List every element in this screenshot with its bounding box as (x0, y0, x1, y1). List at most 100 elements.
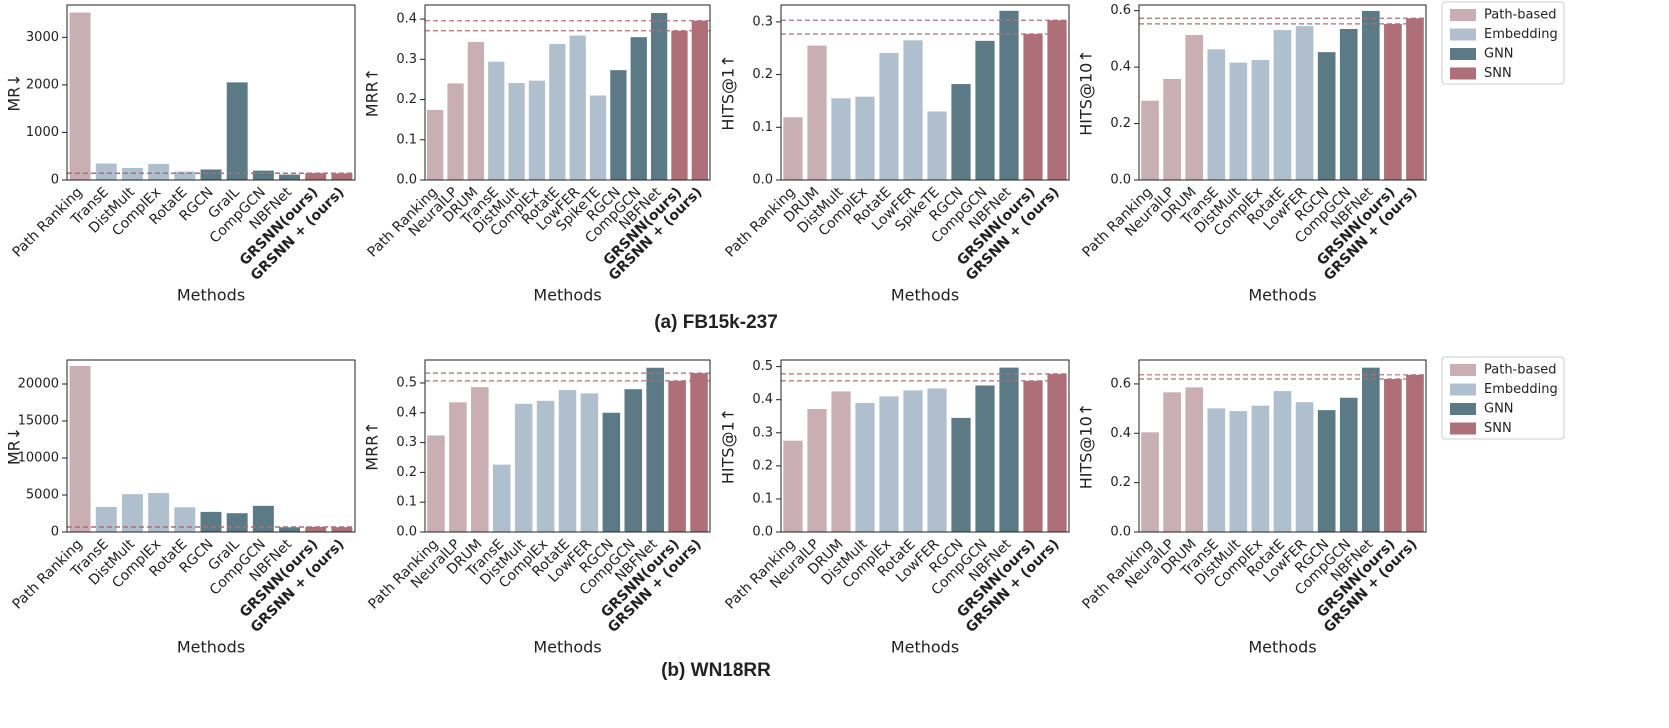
bar (1273, 30, 1292, 180)
y-tick-label: 10000 (18, 450, 59, 465)
bar (69, 12, 91, 180)
x-axis-label: Methods (1248, 286, 1316, 305)
y-tick-label: 20000 (18, 376, 59, 391)
x-axis-label: Methods (891, 286, 959, 305)
y-tick-label: 0.1 (396, 132, 417, 147)
legend-label: Path-based (1484, 8, 1557, 23)
y-tick-label: 0.3 (396, 52, 417, 67)
y-tick-label: 0.1 (396, 495, 417, 510)
y-tick-label: 0.2 (1110, 116, 1131, 131)
bar (1251, 60, 1270, 180)
bar (447, 83, 464, 180)
bar (580, 393, 599, 532)
bar (1361, 367, 1380, 532)
bar (305, 173, 327, 180)
bar (927, 111, 947, 180)
bar (1163, 78, 1181, 180)
bar (174, 171, 196, 180)
bar (975, 385, 995, 532)
bar (492, 464, 511, 532)
legend-box (1441, 356, 1565, 440)
bar (831, 391, 851, 532)
y-tick-label: 0.0 (752, 525, 773, 540)
bar (558, 390, 577, 532)
bar (449, 402, 467, 532)
bar (305, 526, 327, 532)
bar (1317, 410, 1336, 532)
bar (200, 511, 222, 532)
bar (331, 173, 353, 180)
bar (783, 440, 803, 532)
caption: (b) WN18RR (661, 660, 771, 681)
y-tick-label: 0.1 (752, 120, 773, 135)
y-tick-label: 0.0 (752, 173, 773, 188)
bar (1163, 392, 1181, 532)
bar (1384, 379, 1402, 532)
bar (951, 84, 971, 180)
bar (471, 387, 489, 532)
bar (951, 417, 971, 532)
bar (1384, 23, 1402, 181)
legend-label: Path-based (1484, 363, 1557, 378)
y-tick-label: 1000 (26, 125, 59, 140)
bar (855, 403, 875, 532)
y-axis-label: HITS@1↑ (719, 54, 738, 130)
y-tick-label: 0.2 (752, 67, 773, 82)
legend-label: SNN (1484, 66, 1512, 81)
y-tick-label: 0.2 (752, 458, 773, 473)
bar (1047, 373, 1067, 532)
legend-label: GNN (1484, 47, 1514, 62)
bar (508, 83, 525, 180)
y-tick-label: 15000 (18, 413, 59, 428)
bar (226, 513, 248, 532)
y-tick-label: 2000 (26, 77, 59, 92)
bar (624, 389, 643, 532)
legend-swatch (1450, 28, 1476, 41)
legend-swatch (1450, 48, 1476, 60)
bar (831, 98, 851, 180)
bar (1185, 387, 1204, 532)
y-tick-label: 0 (51, 173, 59, 188)
bar (514, 403, 533, 532)
y-tick-label: 0.4 (396, 405, 417, 420)
bar (903, 40, 923, 180)
bar (279, 527, 301, 532)
x-axis-label: Methods (177, 638, 245, 657)
bar (1141, 100, 1159, 180)
bar (174, 507, 196, 532)
y-tick-label: 0.4 (396, 12, 417, 27)
bar (279, 174, 301, 180)
y-axis-label: MR↓ (5, 427, 24, 465)
plot-frame (780, 359, 1070, 533)
bar (1023, 380, 1043, 532)
bar (200, 169, 222, 180)
bar (528, 80, 546, 180)
bar (148, 163, 170, 180)
plot-frame (1138, 359, 1427, 533)
bar (1207, 408, 1226, 532)
bar (95, 506, 117, 532)
bar (1229, 62, 1248, 181)
x-tick-label: Path Ranking (722, 184, 798, 260)
x-axis-label: Methods (533, 286, 601, 305)
bar (903, 390, 923, 532)
legend-swatch (1450, 67, 1476, 80)
bar (226, 82, 248, 180)
bar (671, 30, 688, 180)
legend-label: Embedding (1484, 27, 1558, 42)
bar (927, 388, 947, 532)
bar (691, 20, 708, 181)
y-axis-label: HITS@10↑ (1077, 49, 1096, 135)
x-axis-label: Methods (177, 286, 245, 305)
plot-frame (424, 4, 711, 181)
bar (879, 52, 899, 180)
bar (148, 493, 170, 532)
caption: (a) FB15k-237 (654, 312, 778, 333)
bar (783, 117, 803, 180)
legend-swatch (1450, 383, 1476, 396)
bar (1406, 18, 1424, 180)
bar (650, 13, 668, 181)
y-tick-label: 0.4 (1110, 60, 1131, 75)
